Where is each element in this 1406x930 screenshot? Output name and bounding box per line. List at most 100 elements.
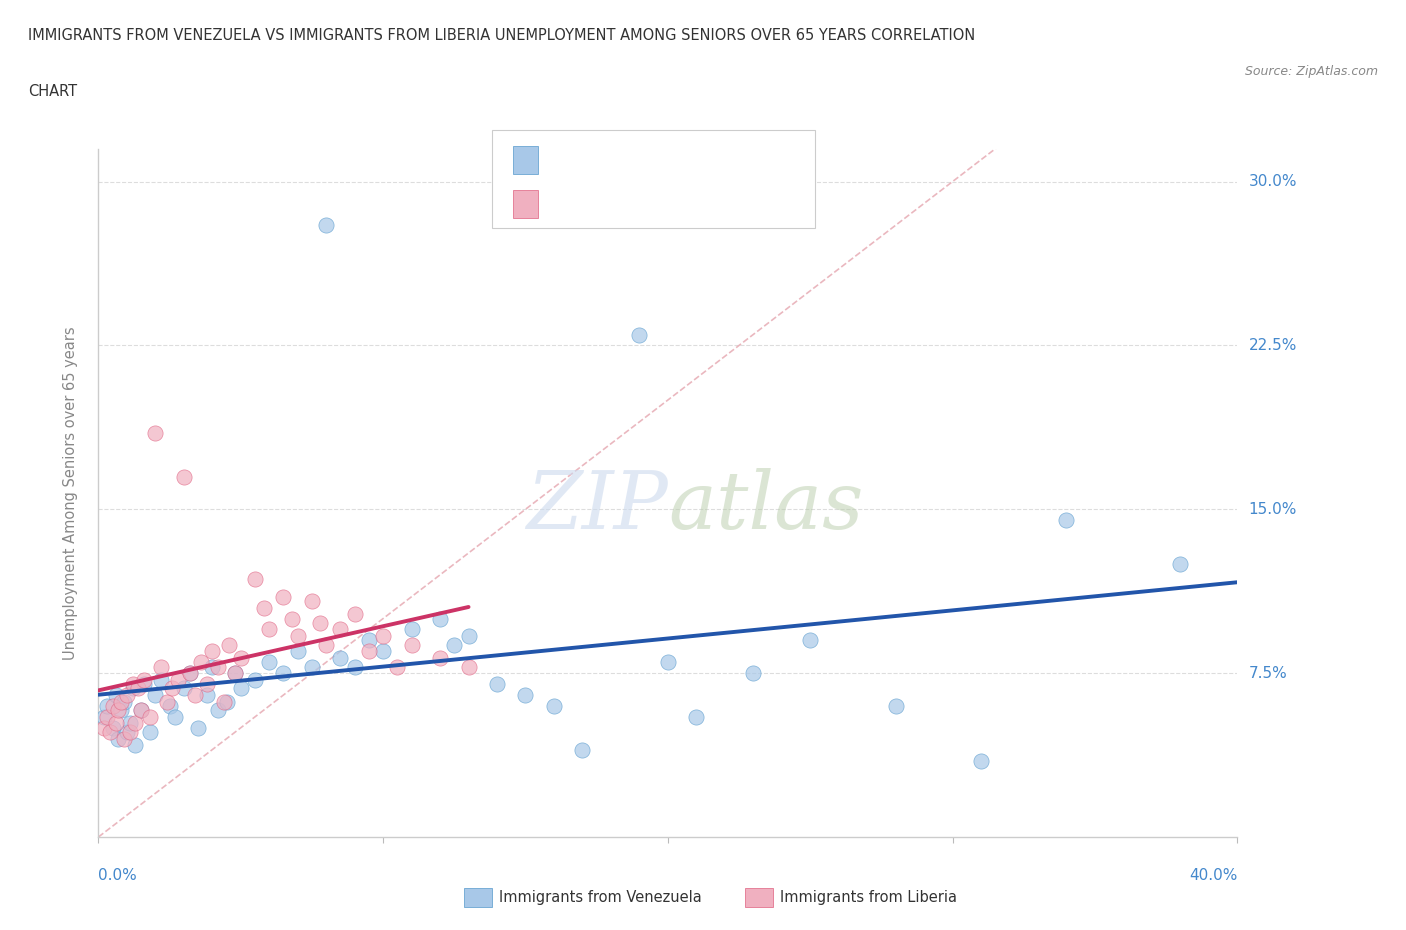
Point (118, 724, 141, 739)
Point (145, 425, 167, 440)
Point (685, 710, 707, 724)
Point (162, 681, 184, 696)
Point (184, 687, 207, 702)
Point (373, 629, 395, 644)
Text: Source: ZipAtlas.com: Source: ZipAtlas.com (1244, 65, 1378, 78)
Y-axis label: Unemployment Among Seniors over 65 years: Unemployment Among Seniors over 65 years (63, 326, 77, 659)
Point (457, 629, 479, 644)
Point (357, 644, 380, 658)
Point (970, 753, 993, 768)
Point (104, 687, 127, 702)
Point (252, 600, 274, 615)
Point (93, 721, 115, 736)
Point (309, 616, 332, 631)
Point (207, 659, 229, 674)
Text: atlas: atlas (668, 468, 863, 545)
Point (343, 606, 366, 621)
Point (159, 698, 181, 713)
Point (212, 694, 235, 709)
Point (165, 710, 187, 724)
Point (98, 724, 121, 739)
Point (543, 698, 565, 713)
Point (190, 655, 212, 670)
Point (243, 572, 266, 587)
Point (207, 703, 229, 718)
Text: 0.0%: 0.0% (98, 868, 138, 883)
Point (187, 721, 209, 736)
Point (150, 659, 173, 674)
Point (742, 666, 765, 681)
Point (179, 666, 201, 681)
Text: CHART: CHART (28, 84, 77, 99)
Point (243, 672, 266, 687)
Point (145, 687, 167, 702)
Point (287, 629, 309, 644)
Point (457, 659, 479, 674)
Point (628, 327, 651, 342)
Text: 49: 49 (665, 193, 686, 208)
Point (215, 694, 238, 709)
Point (110, 703, 132, 718)
Point (121, 681, 143, 696)
Text: 30.0%: 30.0% (1249, 174, 1296, 189)
Point (107, 703, 129, 718)
Point (101, 721, 124, 736)
Point (259, 622, 281, 637)
Point (281, 611, 304, 626)
Point (195, 677, 218, 692)
Point (129, 703, 152, 718)
Point (401, 622, 423, 637)
Text: IMMIGRANTS FROM VENEZUELA VS IMMIGRANTS FROM LIBERIA UNEMPLOYMENT AMONG SENIORS : IMMIGRANTS FROM VENEZUELA VS IMMIGRANTS … (28, 28, 976, 43)
Text: 54: 54 (665, 150, 686, 165)
Point (273, 666, 295, 681)
Point (571, 742, 593, 757)
Point (124, 716, 146, 731)
Point (107, 731, 129, 746)
Point (329, 650, 352, 665)
Text: 0.455: 0.455 (581, 193, 628, 208)
Point (138, 724, 160, 739)
Point (224, 666, 246, 681)
Point (287, 644, 309, 658)
Text: Immigrants from Liberia: Immigrants from Liberia (780, 890, 957, 905)
Text: Immigrants from Venezuela: Immigrants from Venezuela (499, 890, 702, 905)
Text: 15.0%: 15.0% (1249, 502, 1296, 517)
Point (201, 659, 224, 674)
Point (112, 694, 135, 709)
Point (201, 644, 224, 658)
Point (799, 633, 821, 648)
Text: R =: R = (547, 150, 581, 165)
Point (373, 644, 395, 658)
Point (657, 655, 679, 670)
Point (129, 703, 152, 718)
Point (329, 622, 352, 637)
Point (229, 650, 252, 665)
Point (104, 716, 127, 731)
Point (138, 710, 160, 724)
Point (132, 672, 155, 687)
Point (301, 659, 323, 674)
Text: 22.5%: 22.5% (1249, 338, 1296, 352)
Point (115, 724, 138, 739)
Point (301, 593, 323, 608)
Point (486, 677, 509, 692)
Point (112, 731, 135, 746)
Point (121, 677, 143, 692)
Point (1056, 512, 1078, 527)
Point (93, 710, 115, 724)
Point (343, 659, 366, 674)
Point (132, 677, 155, 692)
Point (218, 637, 240, 652)
Point (259, 655, 281, 670)
Point (173, 681, 195, 696)
Point (96, 698, 118, 713)
Point (387, 659, 409, 674)
Point (167, 672, 190, 687)
Point (150, 672, 173, 687)
Text: N =: N = (628, 193, 672, 208)
Point (1170, 556, 1192, 571)
Point (110, 694, 132, 709)
Point (96, 710, 118, 724)
Point (357, 633, 380, 648)
Point (429, 611, 451, 626)
